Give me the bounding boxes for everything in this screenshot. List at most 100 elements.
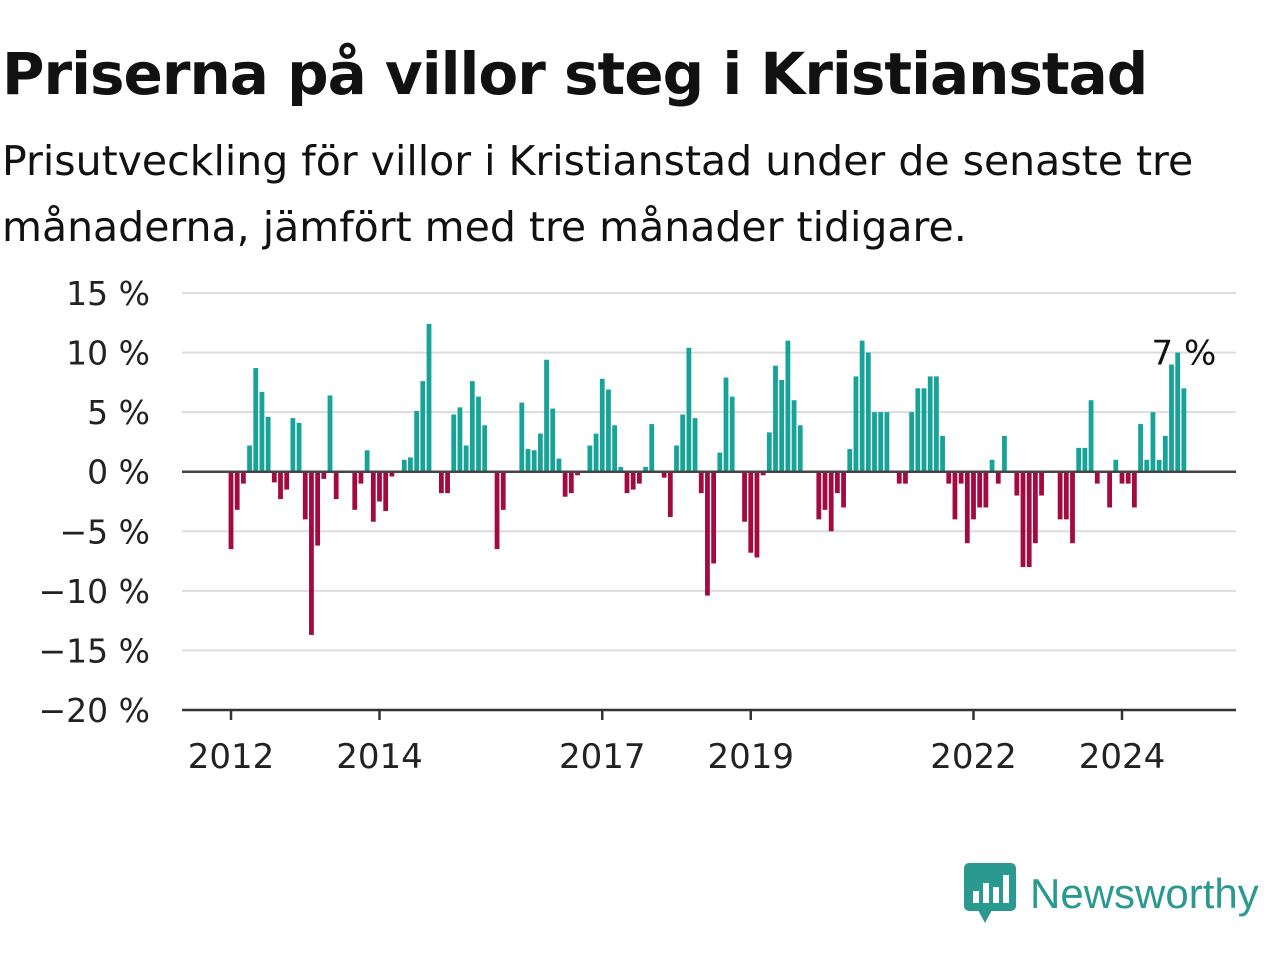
bar — [599, 378, 605, 472]
bar — [878, 412, 884, 472]
bar — [698, 471, 704, 494]
bar — [1082, 447, 1088, 472]
bar — [612, 425, 618, 472]
bar — [327, 395, 333, 472]
bar — [946, 471, 952, 484]
bar — [667, 471, 673, 517]
bar — [1162, 435, 1168, 472]
bar-chart: 15 %10 %5 %0 %−5 %−10 %−15 %−20 % 2012 20… — [39, 274, 1236, 777]
bar — [531, 450, 537, 472]
axes — [182, 470, 1236, 720]
bar — [692, 418, 698, 472]
bar — [1076, 447, 1082, 472]
bar — [822, 471, 828, 510]
bar — [915, 388, 921, 472]
chart-title: Priserna på villor steg i Kristianstad — [2, 40, 1148, 108]
bar — [278, 471, 283, 500]
bar — [544, 359, 549, 472]
bar — [476, 396, 481, 472]
bar — [643, 466, 648, 472]
bar — [995, 471, 1001, 484]
bar — [445, 471, 450, 494]
y-tick-label: −20 % — [39, 691, 151, 730]
bar — [593, 433, 599, 472]
bar — [618, 466, 624, 472]
bar — [760, 471, 766, 476]
bar — [469, 381, 475, 472]
bar — [1107, 471, 1113, 508]
bar — [389, 471, 395, 477]
bar — [909, 412, 915, 472]
bar — [500, 471, 506, 510]
y-tick-label: 0 % — [87, 453, 150, 492]
bar — [377, 471, 382, 502]
bar — [964, 471, 970, 544]
bar — [302, 471, 308, 520]
bar — [414, 410, 420, 472]
bar — [1169, 364, 1174, 472]
bar — [896, 471, 902, 484]
bar — [537, 433, 543, 472]
bar — [265, 416, 271, 472]
bar — [1063, 471, 1069, 520]
y-tick-label: 15 % — [66, 274, 150, 313]
bar — [568, 471, 574, 494]
bar — [723, 377, 729, 472]
bar — [606, 389, 611, 472]
bar — [649, 424, 655, 472]
bar — [903, 471, 908, 484]
bar — [971, 471, 976, 520]
bar — [1113, 459, 1119, 472]
bar — [587, 445, 593, 472]
bar — [1014, 471, 1020, 496]
x-tick-label: 2022 — [930, 737, 1017, 777]
bar — [290, 418, 296, 472]
bar — [1070, 471, 1075, 544]
newsworthy-chart-bubble-icon — [964, 863, 1016, 923]
bar — [1032, 471, 1038, 544]
bar — [1039, 471, 1044, 496]
bar — [562, 471, 568, 497]
bar — [816, 471, 822, 520]
bar — [247, 445, 252, 472]
bar — [333, 471, 339, 500]
bar — [364, 450, 370, 472]
bar — [494, 471, 500, 550]
bar — [958, 471, 964, 484]
bar — [742, 471, 747, 522]
bar — [1057, 471, 1063, 520]
y-axis-tick-labels: 15 % 10 % 5 % 0 % −5 % −10 % −15 % −20 % — [39, 274, 151, 730]
bar — [717, 452, 723, 472]
bar — [989, 459, 995, 472]
bar — [284, 471, 290, 490]
bar — [1094, 471, 1100, 484]
bar — [1119, 471, 1125, 484]
bar — [556, 458, 562, 472]
newsworthy-brand: Newsworthy — [964, 862, 1259, 926]
bar — [748, 471, 754, 553]
bar — [296, 422, 302, 472]
bar — [828, 471, 834, 532]
bar — [426, 323, 432, 472]
bar — [686, 347, 692, 472]
bar — [451, 414, 457, 472]
bar — [1181, 388, 1187, 472]
bar — [1026, 471, 1032, 568]
bar — [1138, 424, 1143, 472]
bar — [785, 340, 791, 472]
bar — [550, 408, 556, 472]
x-tick-label: 2019 — [707, 737, 794, 777]
bar — [853, 376, 859, 472]
last-value-label: 7 % — [1152, 334, 1217, 374]
bar — [240, 471, 246, 484]
bar — [575, 471, 580, 476]
bar — [661, 471, 667, 478]
brand-name: Newsworthy — [1030, 870, 1259, 917]
bar — [1175, 352, 1181, 472]
bar — [1131, 471, 1137, 508]
bar — [834, 471, 840, 494]
bar — [1002, 435, 1007, 472]
bar — [1156, 459, 1162, 472]
y-tick-label: −5 % — [60, 512, 151, 551]
y-tick-label: 5 % — [87, 393, 150, 432]
